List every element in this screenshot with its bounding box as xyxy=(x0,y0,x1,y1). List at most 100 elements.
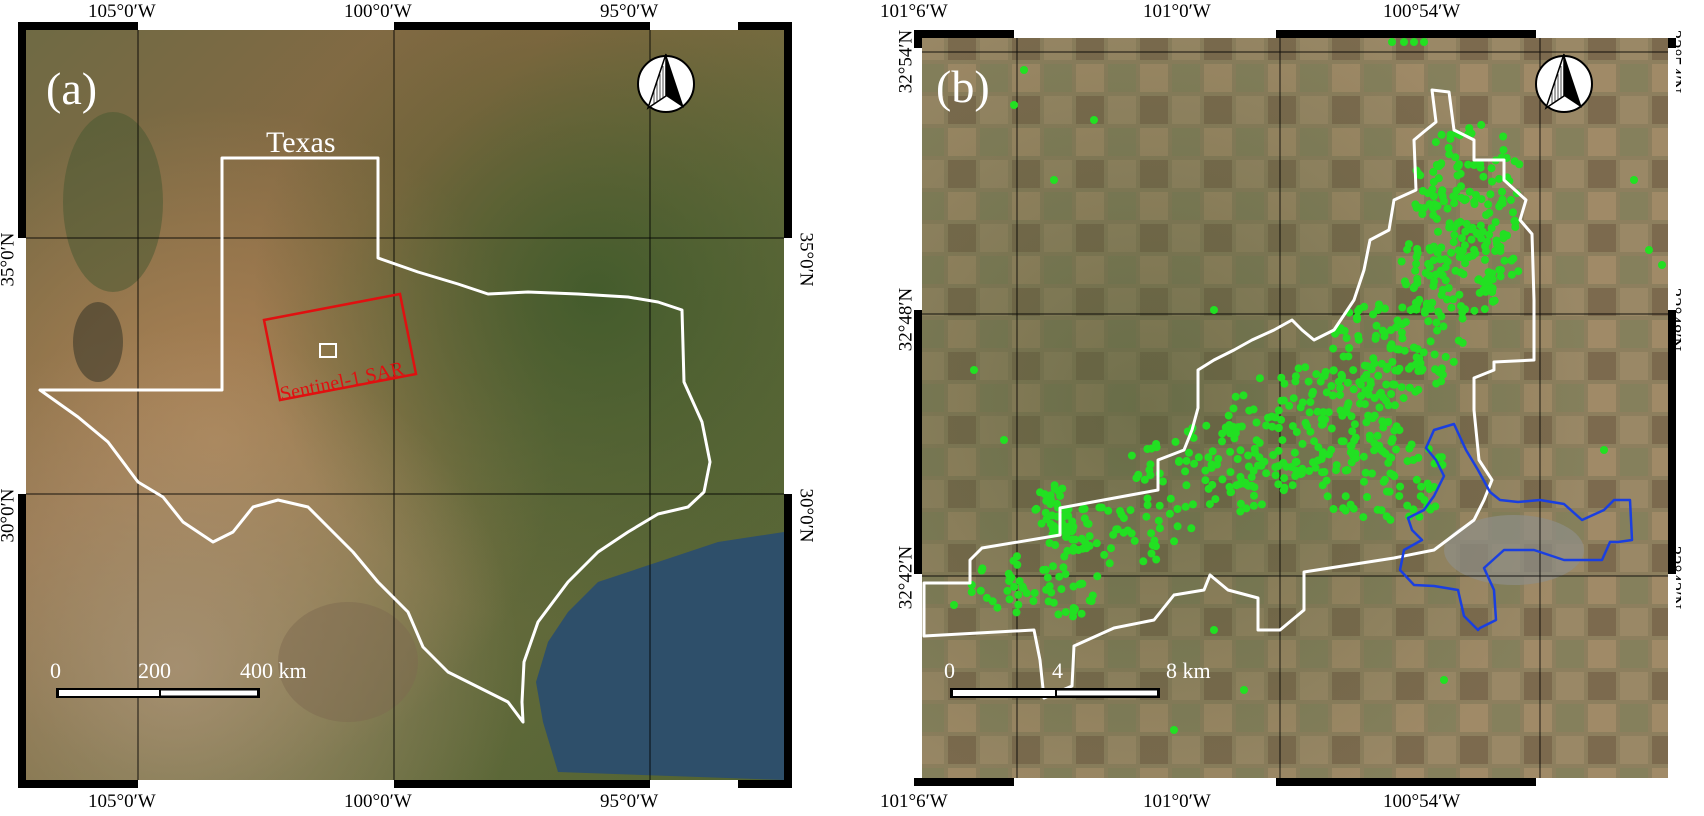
well-point xyxy=(1080,504,1089,513)
well-point xyxy=(1397,328,1406,337)
well-point xyxy=(970,366,978,374)
well-point xyxy=(1317,455,1326,463)
well-point xyxy=(1313,407,1322,416)
well-point xyxy=(1289,394,1298,403)
well-point xyxy=(1509,208,1517,217)
well-point xyxy=(1380,329,1389,337)
well-point xyxy=(1226,468,1235,476)
well-point xyxy=(1449,238,1458,247)
well-point xyxy=(1201,466,1210,475)
well-point xyxy=(1268,422,1277,431)
well-point xyxy=(1453,219,1462,228)
well-point xyxy=(1323,492,1332,501)
well-point xyxy=(1496,242,1505,251)
well-point xyxy=(1449,357,1458,366)
well-point xyxy=(1097,503,1106,512)
panel-a-right-lat-1: 35°0′N xyxy=(795,232,817,287)
panel-b-scale-8: 8 km xyxy=(1166,658,1211,683)
well-point xyxy=(1069,607,1078,616)
well-point xyxy=(1480,305,1489,314)
well-point xyxy=(1231,392,1240,401)
well-point xyxy=(1361,468,1370,477)
well-point xyxy=(1288,422,1297,431)
well-point xyxy=(1363,493,1371,501)
well-point xyxy=(1411,360,1420,369)
well-point xyxy=(1429,256,1438,265)
well-point xyxy=(1398,303,1407,312)
well-point xyxy=(1459,270,1468,279)
panel-a-map xyxy=(18,22,792,788)
well-point xyxy=(1041,508,1050,517)
well-point xyxy=(1450,231,1459,240)
well-point xyxy=(1434,307,1443,316)
well-point xyxy=(1210,626,1218,634)
well-point xyxy=(1311,463,1320,472)
well-point xyxy=(1158,477,1167,486)
well-point xyxy=(1630,176,1638,184)
well-point xyxy=(1461,259,1470,268)
panel-a-scale-400: 400 km xyxy=(240,658,307,683)
well-point xyxy=(1484,200,1493,209)
well-point xyxy=(1482,211,1491,219)
well-point xyxy=(1510,216,1519,225)
well-point xyxy=(1085,532,1094,541)
well-point xyxy=(1495,174,1504,183)
well-point xyxy=(1464,160,1473,169)
well-point xyxy=(1458,314,1467,323)
well-point xyxy=(1348,427,1357,436)
well-point xyxy=(1496,272,1505,281)
well-point xyxy=(1031,505,1040,514)
well-point xyxy=(1340,326,1349,335)
well-point xyxy=(1379,423,1388,432)
well-point xyxy=(950,601,958,609)
well-point xyxy=(1061,608,1070,617)
well-point xyxy=(1329,344,1338,353)
well-point xyxy=(1041,565,1050,574)
well-point xyxy=(1328,391,1337,400)
well-point xyxy=(1414,367,1423,375)
well-point xyxy=(1484,268,1493,277)
well-point xyxy=(1349,385,1358,394)
well-point xyxy=(1485,230,1494,239)
well-point xyxy=(1374,371,1383,380)
well-point xyxy=(1280,379,1289,388)
well-point xyxy=(1247,473,1256,482)
well-point xyxy=(1250,491,1258,500)
panel-b-scale-0: 0 xyxy=(944,658,955,683)
well-point xyxy=(1426,304,1435,313)
well-point xyxy=(1005,595,1014,604)
well-point xyxy=(1360,477,1368,486)
well-point xyxy=(1453,171,1462,180)
well-point xyxy=(1430,483,1439,491)
well-point xyxy=(1425,200,1434,209)
well-point xyxy=(1069,582,1078,591)
well-point xyxy=(1499,234,1508,243)
well-point xyxy=(1350,436,1359,445)
well-point xyxy=(1119,528,1128,537)
well-point xyxy=(1384,418,1393,426)
well-point xyxy=(1390,401,1399,410)
well-point xyxy=(1506,196,1515,204)
well-point xyxy=(1181,502,1190,511)
well-point xyxy=(1343,378,1352,387)
well-point xyxy=(1249,501,1258,510)
well-point xyxy=(1429,192,1438,201)
well-point xyxy=(1375,300,1383,309)
well-point xyxy=(1483,274,1492,283)
well-point xyxy=(1231,429,1240,437)
well-point xyxy=(1338,411,1347,420)
well-point xyxy=(1491,218,1500,227)
well-point xyxy=(1470,197,1479,206)
well-point xyxy=(1383,487,1391,496)
well-point xyxy=(1447,303,1456,312)
well-point xyxy=(1489,297,1498,305)
well-point xyxy=(1007,573,1016,582)
well-point xyxy=(1457,194,1466,202)
well-point xyxy=(1473,230,1482,238)
well-point xyxy=(1487,164,1496,173)
well-point xyxy=(1050,176,1058,184)
well-point xyxy=(1030,589,1039,597)
well-point xyxy=(1113,525,1122,534)
well-point xyxy=(1334,377,1343,386)
well-point xyxy=(977,566,986,575)
